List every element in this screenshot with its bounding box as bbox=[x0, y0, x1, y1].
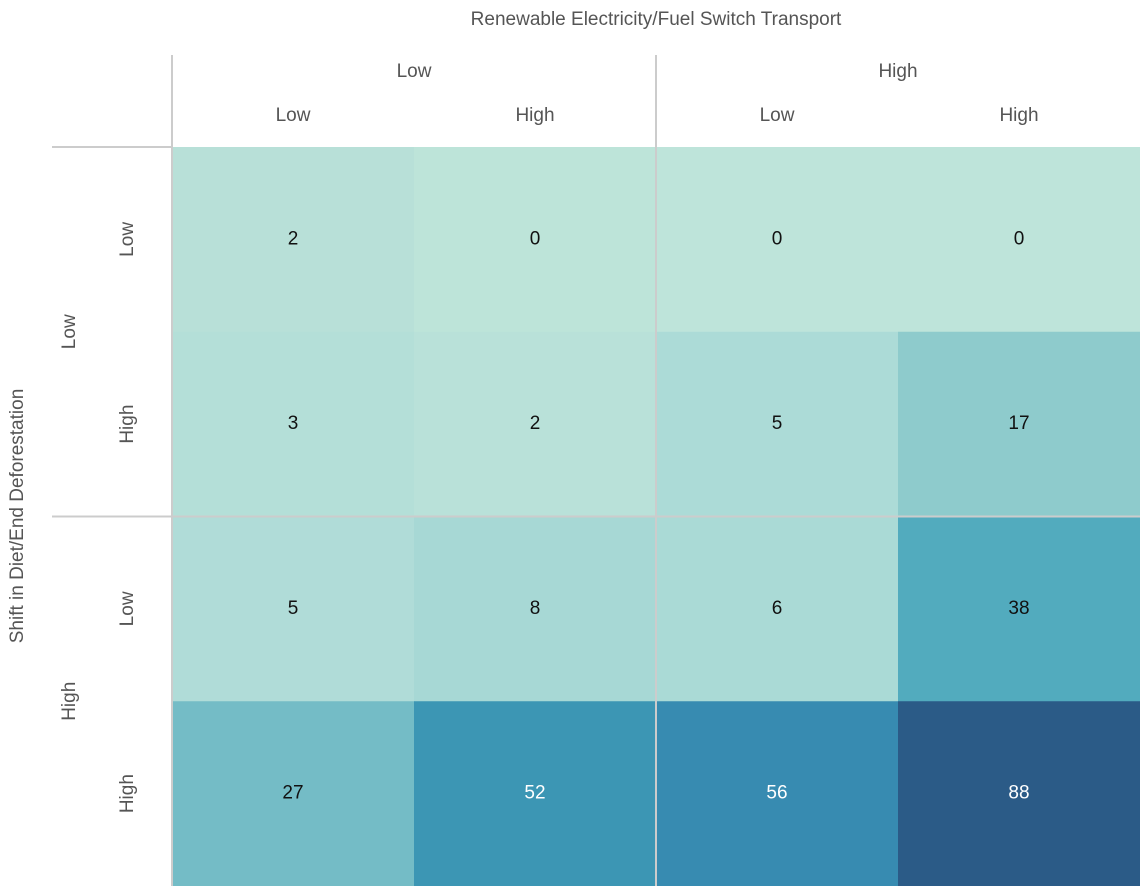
heat-cell bbox=[898, 147, 1140, 333]
heat-cell bbox=[656, 331, 899, 517]
cell-label: 0 bbox=[772, 228, 783, 249]
cell-label: 0 bbox=[530, 228, 541, 249]
column-label: High bbox=[515, 105, 554, 126]
heat-cell bbox=[414, 331, 657, 517]
heat-cell bbox=[656, 516, 899, 702]
heat-cell bbox=[414, 147, 657, 333]
row-label: Low bbox=[117, 222, 138, 257]
row-group-label: High bbox=[59, 682, 80, 721]
column-group-label: Low bbox=[397, 61, 432, 82]
cell-label: 3 bbox=[288, 413, 299, 434]
cell-label: 88 bbox=[1008, 783, 1029, 804]
cell-label: 27 bbox=[282, 783, 303, 804]
cell-label: 56 bbox=[766, 783, 787, 804]
heat-cell bbox=[414, 701, 657, 886]
heat-cell bbox=[172, 147, 415, 333]
cell-label: 52 bbox=[524, 783, 545, 804]
heat-cell bbox=[898, 701, 1140, 886]
cell-label: 8 bbox=[530, 598, 541, 619]
cell-label: 5 bbox=[288, 598, 299, 619]
cell-label: 5 bbox=[772, 413, 783, 434]
heat-cell bbox=[172, 701, 415, 886]
heat-cell bbox=[656, 147, 899, 333]
chart-title: Renewable Electricity/Fuel Switch Transp… bbox=[471, 9, 842, 30]
cell-label: 38 bbox=[1008, 598, 1029, 619]
heat-cell bbox=[656, 701, 899, 886]
row-group-label: Low bbox=[59, 314, 80, 349]
row-label: High bbox=[117, 405, 138, 444]
cell-label: 2 bbox=[288, 228, 299, 249]
column-label: Low bbox=[760, 105, 795, 126]
row-label: Low bbox=[117, 591, 138, 626]
heat-cell bbox=[898, 516, 1140, 702]
row-label: High bbox=[117, 774, 138, 813]
column-label: High bbox=[999, 105, 1038, 126]
cell-label: 6 bbox=[772, 598, 783, 619]
column-label: Low bbox=[276, 105, 311, 126]
heat-cell bbox=[172, 516, 415, 702]
heat-cell bbox=[898, 331, 1140, 517]
heat-cell bbox=[172, 331, 415, 517]
y-title: Shift in Diet/End Deforestation bbox=[7, 389, 28, 644]
heat-cell bbox=[414, 516, 657, 702]
cell-label: 2 bbox=[530, 413, 541, 434]
cell-label: 17 bbox=[1008, 413, 1029, 434]
cell-label: 0 bbox=[1014, 228, 1025, 249]
column-group-label: High bbox=[878, 61, 917, 82]
